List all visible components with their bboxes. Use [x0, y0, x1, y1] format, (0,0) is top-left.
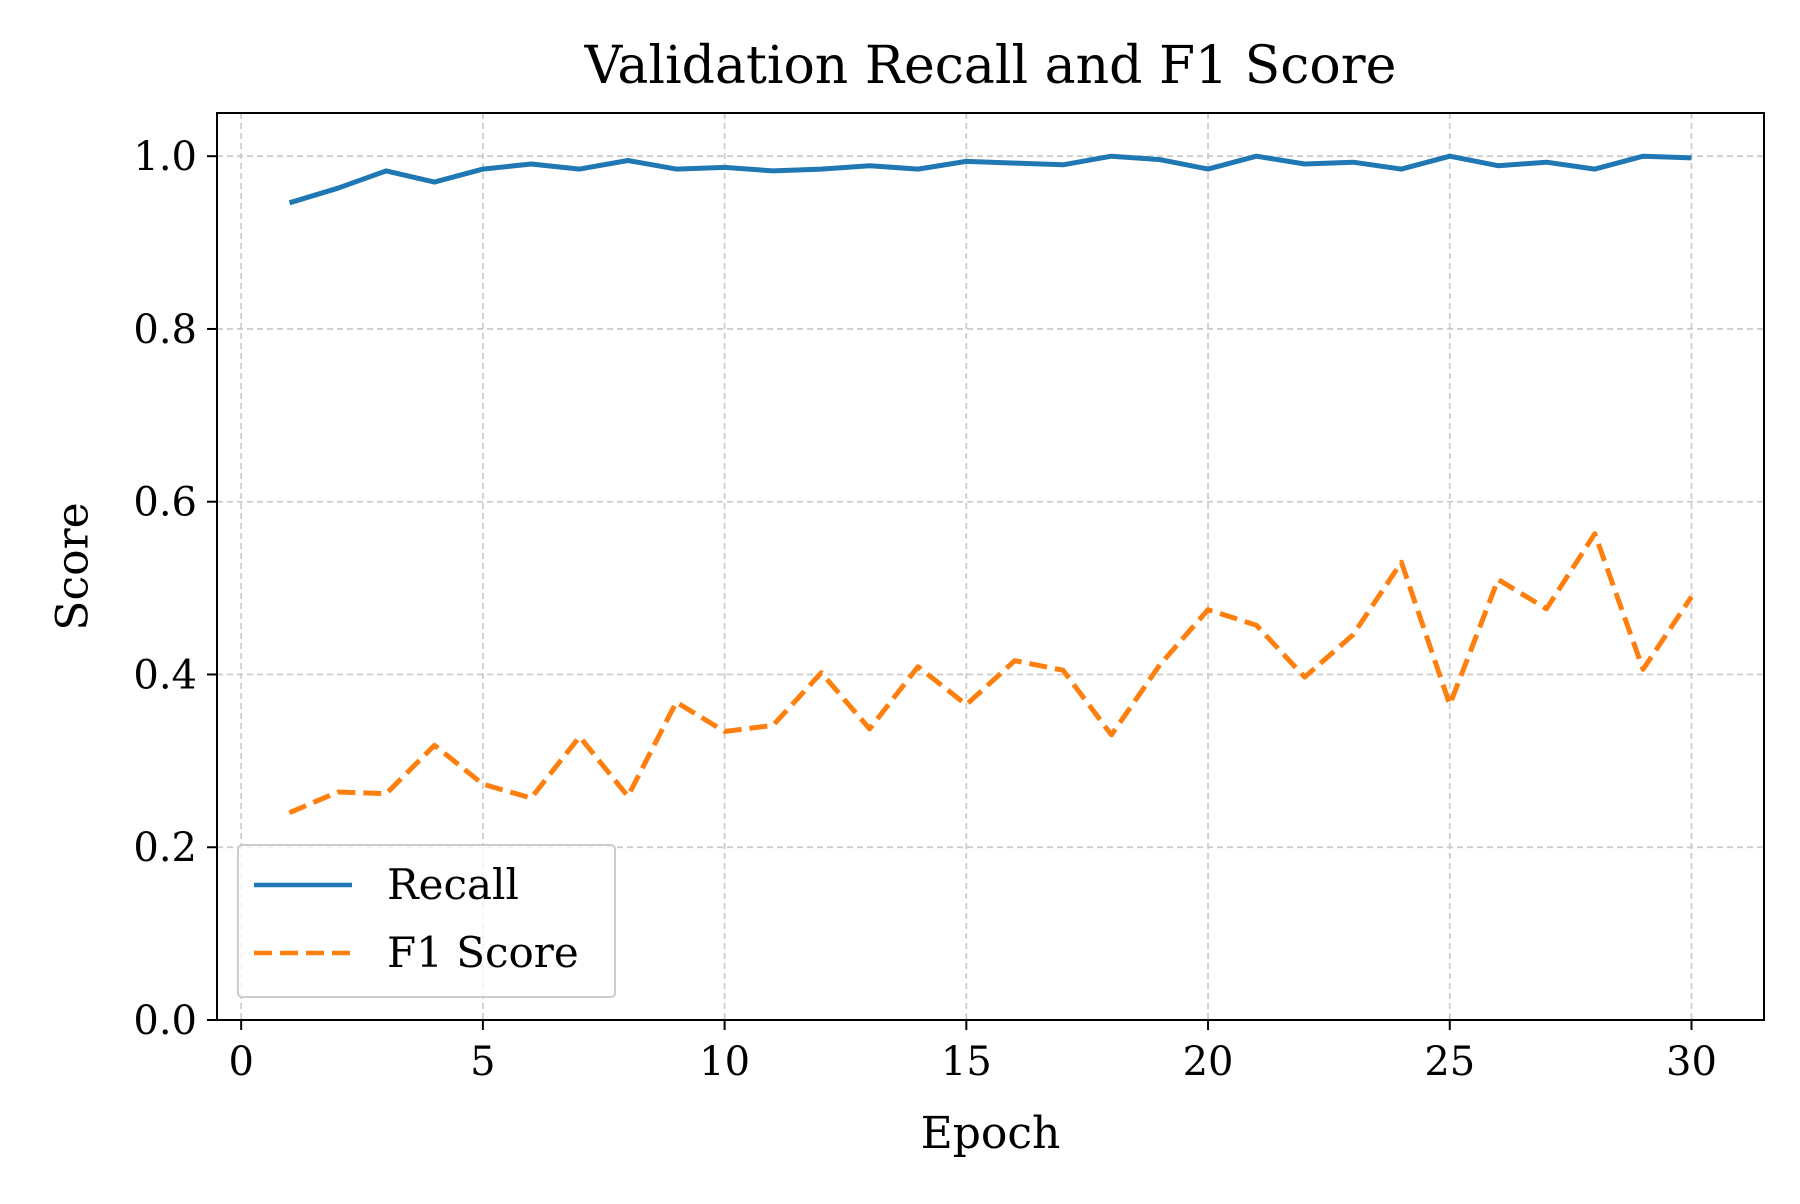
legend: Recall F1 Score: [237, 844, 616, 998]
series-line-f1-score: [288, 531, 1694, 815]
plot-frame: [216, 112, 1765, 1021]
legend-label-recall: Recall: [387, 860, 519, 909]
x-axis-ticks: 0 5 10 15 20 25 30: [228, 1020, 1717, 1085]
y-tick-label: 0.0: [133, 998, 197, 1044]
y-tick-label: 0.2: [133, 825, 197, 871]
x-tick-label: 10: [699, 1039, 750, 1085]
legend-label-f1-score: F1 Score: [387, 928, 579, 977]
chart-title: Validation Recall and F1 Score: [584, 36, 1397, 96]
y-tick-label: 0.4: [133, 652, 197, 698]
x-tick-label: 20: [1183, 1039, 1234, 1085]
x-tick-label: 5: [470, 1039, 495, 1085]
y-axis-ticks: 0.0 0.2 0.4 0.6 0.8 1.0: [133, 134, 217, 1044]
x-axis-label: Epoch: [921, 1108, 1061, 1159]
y-tick-label: 0.6: [133, 480, 197, 526]
x-tick-label: 30: [1666, 1039, 1717, 1085]
x-tick-label: 25: [1424, 1039, 1475, 1085]
y-tick-label: 0.8: [133, 307, 197, 353]
y-tick-label: 1.0: [133, 134, 197, 180]
series-line-recall: [288, 153, 1692, 206]
y-axis-label: Score: [48, 502, 99, 630]
series-lines: [288, 153, 1694, 815]
x-tick-label: 0: [228, 1039, 253, 1085]
x-tick-label: 15: [941, 1039, 992, 1085]
